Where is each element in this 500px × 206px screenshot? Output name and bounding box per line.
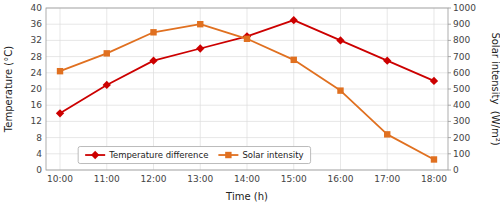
series-marker — [150, 29, 156, 35]
y2-tick-label: 300 — [453, 116, 470, 126]
y2-tick — [448, 56, 451, 57]
x-tick-label: 11:00 — [94, 174, 120, 184]
y-tick-label: 40 — [31, 3, 43, 13]
grid-line-x — [433, 8, 434, 170]
series-marker — [431, 156, 437, 162]
series-marker — [384, 131, 390, 137]
series-marker — [149, 56, 157, 64]
y-tick-label: 4 — [36, 149, 42, 159]
y-tick-label: 32 — [31, 35, 42, 45]
y2-axis-label: Solar intensity (W/m²) — [490, 32, 500, 145]
plot-frame — [46, 8, 448, 170]
series-marker — [430, 77, 438, 85]
series-marker — [103, 81, 111, 89]
y2-tick-label: 700 — [453, 52, 470, 62]
y-tick-label: 24 — [31, 68, 43, 78]
series-marker — [336, 36, 344, 44]
grid-line-x — [60, 8, 61, 170]
y2-tick — [448, 72, 451, 73]
y2-tick-label: 800 — [453, 35, 470, 45]
series-marker — [57, 68, 63, 74]
y2-tick — [448, 170, 451, 171]
series-marker — [104, 50, 110, 56]
y2-tick-label: 1000 — [453, 3, 476, 13]
grid-line-x — [293, 8, 294, 170]
x-tick-label: 15:00 — [281, 174, 307, 184]
x-tick-label: 14:00 — [234, 174, 260, 184]
x-tick-label: 13:00 — [187, 174, 213, 184]
series-marker — [337, 87, 343, 93]
y2-tick — [448, 8, 451, 9]
y2-tick-label: 100 — [453, 149, 470, 159]
grid-line-x — [200, 8, 201, 170]
y-tick-label: 20 — [31, 84, 43, 94]
y-tick-label: 8 — [36, 133, 42, 143]
y-axis-label: Temperature (°C) — [3, 46, 14, 133]
x-tick-label: 18:00 — [421, 174, 447, 184]
grid — [46, 8, 448, 170]
y2-tick — [448, 105, 451, 106]
grid-line-x — [387, 8, 388, 170]
x-tick-label: 10:00 — [47, 174, 73, 184]
series-line — [60, 24, 434, 159]
y2-tick — [448, 40, 451, 41]
legend-marker — [225, 152, 231, 158]
series-line — [60, 20, 434, 113]
y-tick-label: 28 — [31, 52, 43, 62]
y2-tick — [448, 121, 451, 122]
y2-tick-label: 500 — [453, 84, 470, 94]
x-tick-label: 17:00 — [374, 174, 400, 184]
x-axis-label: Time (h) — [225, 191, 268, 202]
y2-tick-label: 400 — [453, 100, 470, 110]
y2-tick-label: 600 — [453, 68, 470, 78]
legend-marker — [91, 151, 99, 159]
series-marker — [244, 36, 250, 42]
y-tick-label: 16 — [31, 100, 43, 110]
series-marker — [197, 21, 203, 27]
y2-tick-label: 200 — [453, 133, 470, 143]
legend: Temperature difference Solar intensity — [78, 147, 310, 164]
x-tick-label: 16:00 — [328, 174, 354, 184]
legend-label: Solar intensity — [242, 150, 303, 160]
y2-tick — [448, 24, 451, 25]
y-tick-label: 36 — [31, 19, 43, 29]
series-marker — [196, 44, 204, 52]
legend-label: Temperature difference — [108, 150, 208, 160]
series-marker — [383, 56, 391, 64]
series-marker — [291, 57, 297, 63]
legend-box — [78, 147, 310, 164]
y2-tick-label: 0 — [453, 165, 459, 175]
series-marker — [56, 109, 64, 117]
y2-tick — [448, 153, 451, 154]
series-group — [56, 16, 438, 163]
x-tick-label: 12:00 — [141, 174, 167, 184]
y2-tick-label: 900 — [453, 19, 470, 29]
y-tick-label: 12 — [31, 116, 42, 126]
series-marker — [290, 16, 298, 24]
y-tick-label: 0 — [36, 165, 42, 175]
y2-tick — [448, 137, 451, 138]
y2-tick — [448, 89, 451, 90]
chart: 0 4 8 12 16 20 24 28 32 36 40 10:00 11:00 12:00 13:00 1… — [0, 0, 500, 206]
